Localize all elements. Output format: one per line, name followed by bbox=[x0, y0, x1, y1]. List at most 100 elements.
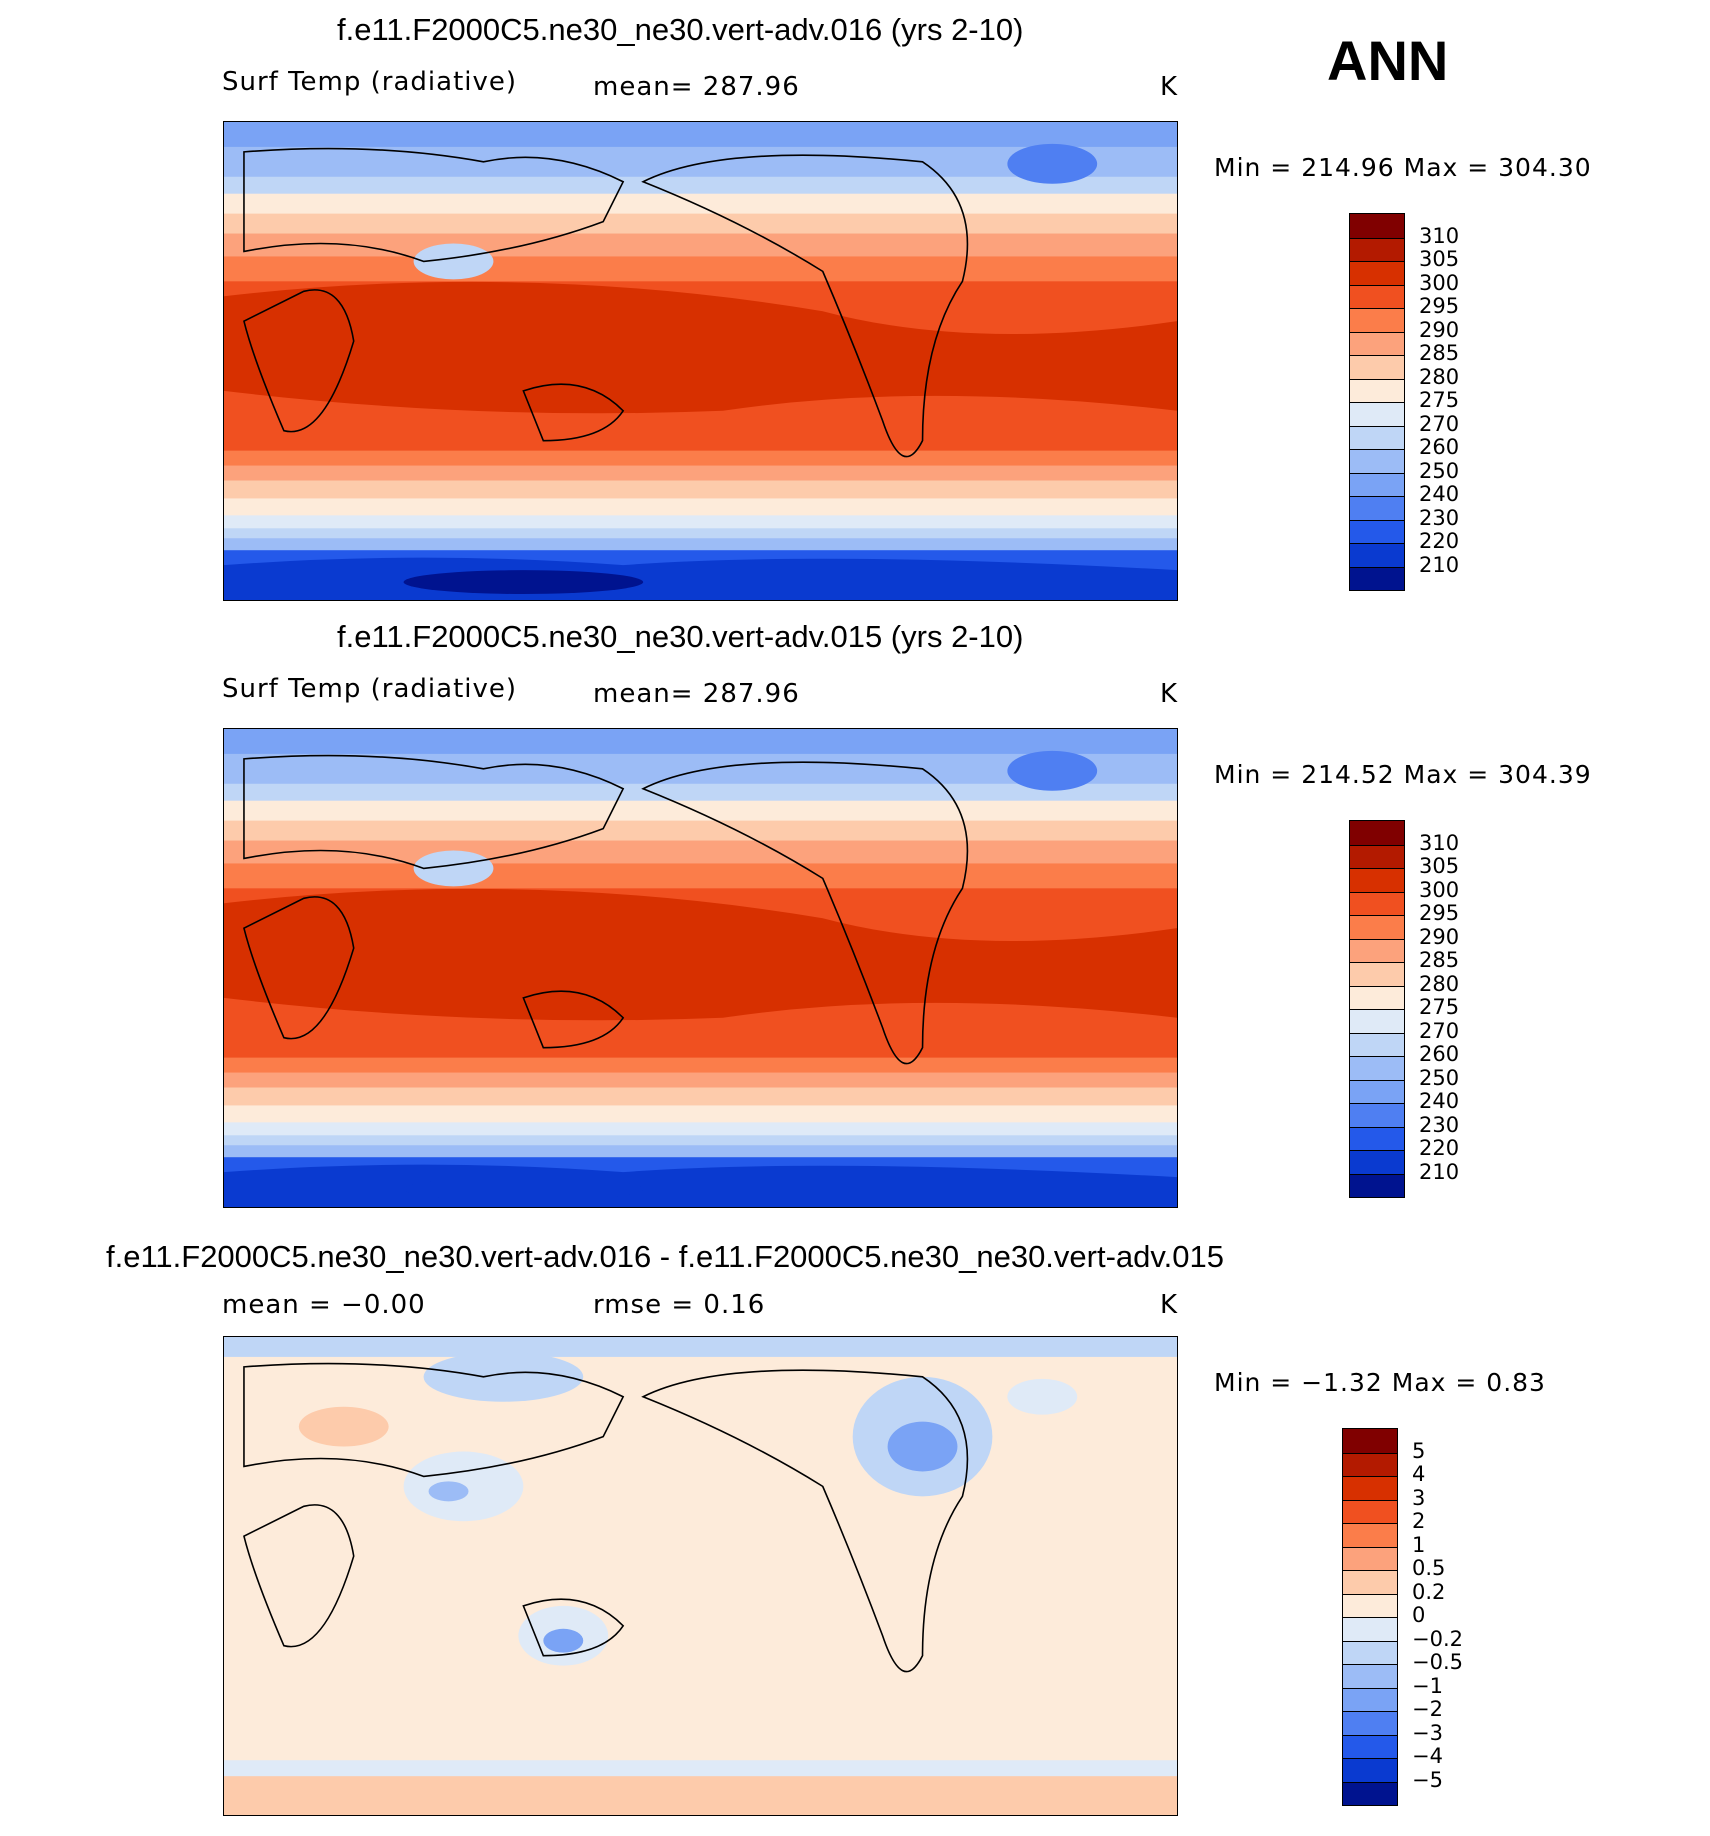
colorbar-swatch bbox=[1350, 566, 1404, 590]
colorbar-tick-label: 220 bbox=[1419, 1136, 1460, 1160]
colorbar-swatch bbox=[1343, 1758, 1397, 1782]
panel2-temperature-field bbox=[224, 729, 1177, 1207]
panel2-mean-label: mean= 287.96 bbox=[593, 679, 800, 709]
colorbar-tick-label: 270 bbox=[1419, 1018, 1460, 1043]
colorbar-swatch bbox=[1350, 261, 1404, 285]
colorbar-tick-label: 220 bbox=[1419, 529, 1460, 553]
panel1-map bbox=[223, 121, 1178, 601]
colorbar-tick-label: 285 bbox=[1419, 341, 1460, 365]
colorbar-tick-label: 230 bbox=[1419, 1112, 1460, 1137]
colorbar-tick-label: 305 bbox=[1419, 247, 1460, 271]
colorbar-swatch bbox=[1350, 378, 1404, 402]
colorbar-tick-label: 240 bbox=[1419, 482, 1460, 506]
colorbar-tick-label: 290 bbox=[1419, 924, 1460, 949]
colorbar-tick-label: 280 bbox=[1419, 364, 1460, 389]
colorbar-tick-label: 310 bbox=[1419, 830, 1460, 855]
panel3-map bbox=[223, 1336, 1178, 1816]
panel3-minmax: Min = −1.32 Max = 0.83 bbox=[1214, 1368, 1546, 1397]
panel3-units: K bbox=[1160, 1290, 1179, 1320]
colorbar-tick-label: −3 bbox=[1412, 1720, 1443, 1745]
colorbar-swatch bbox=[1350, 237, 1404, 261]
panel2-title: f.e11.F2000C5.ne30_ne30.vert-adv.015 (yr… bbox=[337, 619, 1024, 654]
colorbar-tick-label: 285 bbox=[1419, 948, 1460, 972]
colorbar-tick-label: 2 bbox=[1412, 1509, 1426, 1533]
colorbar-tick-label: 230 bbox=[1419, 505, 1460, 530]
colorbar-swatch bbox=[1350, 496, 1404, 520]
colorbar-tick-label: 300 bbox=[1419, 877, 1460, 902]
panel1-variable-label: Surf Temp (radiative) bbox=[222, 67, 518, 97]
panel2-units: K bbox=[1160, 679, 1179, 709]
colorbar-swatch bbox=[1350, 519, 1404, 543]
colorbar-swatch bbox=[1350, 1079, 1404, 1103]
colorbar-tick-label: 210 bbox=[1419, 1159, 1460, 1184]
colorbar-swatch bbox=[1350, 821, 1404, 845]
panel3-colorbar bbox=[1342, 1428, 1398, 1806]
colorbar-swatch bbox=[1343, 1570, 1397, 1594]
colorbar-swatch bbox=[1343, 1476, 1397, 1500]
colorbar-swatch bbox=[1350, 1103, 1404, 1127]
colorbar-swatch bbox=[1350, 402, 1404, 426]
colorbar-swatch bbox=[1343, 1452, 1397, 1476]
panel1-mean-label: mean= 287.96 bbox=[593, 72, 800, 102]
colorbar-tick-label: 250 bbox=[1419, 458, 1460, 483]
colorbar-swatch bbox=[1350, 1032, 1404, 1056]
colorbar-tick-label: −1 bbox=[1412, 1673, 1443, 1698]
colorbar-tick-label: 290 bbox=[1419, 317, 1460, 342]
colorbar-tick-label: 0.2 bbox=[1412, 1579, 1446, 1604]
colorbar-tick-label: −4 bbox=[1412, 1744, 1443, 1768]
panel1-colorbar bbox=[1349, 213, 1405, 591]
colorbar-tick-label: 1 bbox=[1412, 1532, 1426, 1557]
colorbar-swatch bbox=[1343, 1546, 1397, 1570]
colorbar-swatch bbox=[1350, 1173, 1404, 1197]
colorbar-tick-label: 4 bbox=[1412, 1462, 1426, 1486]
colorbar-swatch bbox=[1343, 1734, 1397, 1758]
colorbar-swatch bbox=[1343, 1640, 1397, 1664]
colorbar-swatch bbox=[1343, 1781, 1397, 1805]
colorbar-swatch bbox=[1350, 425, 1404, 449]
colorbar-tick-label: −2 bbox=[1412, 1697, 1443, 1721]
colorbar-tick-label: 305 bbox=[1419, 854, 1460, 878]
season-label: ANN bbox=[1327, 29, 1449, 92]
colorbar-tick-label: −5 bbox=[1412, 1767, 1443, 1792]
panel3-rmse-label: rmse = 0.16 bbox=[593, 1290, 766, 1320]
colorbar-tick-label: 275 bbox=[1419, 995, 1460, 1019]
colorbar-tick-label: 0 bbox=[1412, 1603, 1426, 1627]
colorbar-swatch bbox=[1350, 543, 1404, 567]
colorbar-swatch bbox=[1350, 472, 1404, 496]
colorbar-tick-label: 240 bbox=[1419, 1089, 1460, 1113]
colorbar-tick-label: 250 bbox=[1419, 1065, 1460, 1090]
panel2-map bbox=[223, 728, 1178, 1208]
colorbar-tick-label: 295 bbox=[1419, 294, 1460, 318]
colorbar-swatch bbox=[1350, 284, 1404, 308]
panel1-minmax: Min = 214.96 Max = 304.30 bbox=[1214, 153, 1592, 182]
colorbar-swatch bbox=[1350, 308, 1404, 332]
colorbar-swatch bbox=[1350, 985, 1404, 1009]
colorbar-swatch bbox=[1343, 1711, 1397, 1735]
panel3-difference-field bbox=[224, 1337, 1177, 1815]
colorbar-tick-label: −0.5 bbox=[1412, 1650, 1463, 1674]
colorbar-tick-label: 210 bbox=[1419, 552, 1460, 577]
panel2-minmax: Min = 214.52 Max = 304.39 bbox=[1214, 760, 1592, 789]
colorbar-swatch bbox=[1350, 449, 1404, 473]
panel3-mean-label: mean = −0.00 bbox=[222, 1290, 426, 1320]
colorbar-tick-label: 0.5 bbox=[1412, 1556, 1446, 1580]
panel1-temperature-field bbox=[224, 122, 1177, 600]
colorbar-swatch bbox=[1350, 891, 1404, 915]
colorbar-swatch bbox=[1350, 844, 1404, 868]
colorbar-swatch bbox=[1350, 214, 1404, 238]
colorbar-tick-label: 3 bbox=[1412, 1485, 1426, 1510]
colorbar-swatch bbox=[1343, 1664, 1397, 1688]
colorbar-tick-label: −0.2 bbox=[1412, 1626, 1463, 1651]
colorbar-swatch bbox=[1343, 1687, 1397, 1711]
colorbar-swatch bbox=[1350, 962, 1404, 986]
colorbar-swatch bbox=[1350, 1126, 1404, 1150]
colorbar-tick-label: 300 bbox=[1419, 270, 1460, 295]
colorbar-swatch bbox=[1350, 915, 1404, 939]
panel1-title: f.e11.F2000C5.ne30_ne30.vert-adv.016 (yr… bbox=[337, 12, 1024, 47]
panel1-units: K bbox=[1160, 72, 1179, 102]
colorbar-swatch bbox=[1343, 1617, 1397, 1641]
colorbar-swatch bbox=[1350, 355, 1404, 379]
colorbar-tick-label: 270 bbox=[1419, 411, 1460, 436]
colorbar-swatch bbox=[1343, 1593, 1397, 1617]
colorbar-swatch bbox=[1350, 1056, 1404, 1080]
